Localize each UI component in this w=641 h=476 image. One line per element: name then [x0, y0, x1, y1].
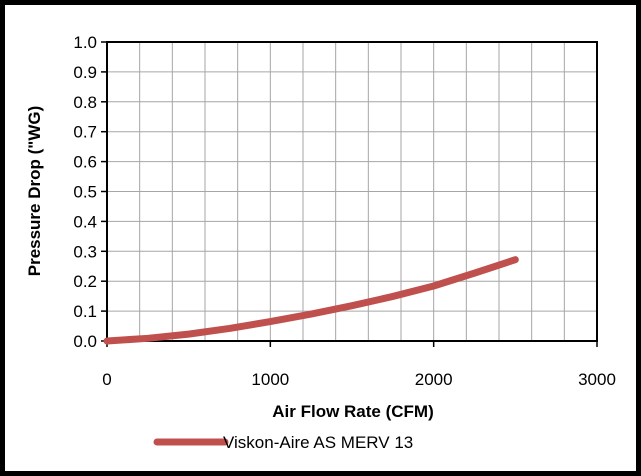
y-tick-label: 0.3 — [73, 242, 97, 261]
y-axis-title: Pressure Drop ("WG) — [25, 106, 44, 277]
x-tick-label: 1000 — [251, 370, 289, 389]
y-tick-label: 0.6 — [73, 153, 97, 172]
x-tick-label: 2000 — [415, 370, 453, 389]
series-line — [103, 256, 519, 345]
y-tick-label: 0.9 — [73, 63, 97, 82]
axes — [101, 41, 598, 347]
x-axis-title: Air Flow Rate (CFM) — [272, 402, 434, 421]
tick-labels: 0.0 0.1 0.2 0.3 0.4 0.5 0.6 0.7 0.8 0.9 1.0 0 1000 20… — [73, 33, 616, 389]
y-tick-label: 0.7 — [73, 123, 97, 142]
y-tick-label: 0.4 — [73, 212, 97, 231]
y-tick-label: 0.5 — [73, 183, 97, 202]
y-tick-label: 0.2 — [73, 272, 97, 291]
y-tick-label: 0.0 — [73, 332, 97, 351]
legend: Viskon-Aire AS MERV 13 — [153, 433, 413, 452]
grid-lines — [107, 42, 597, 341]
y-tick-label: 0.1 — [73, 302, 97, 321]
series-layer — [103, 256, 519, 345]
legend-label: Viskon-Aire AS MERV 13 — [223, 433, 413, 452]
x-tick-label: 3000 — [578, 370, 616, 389]
y-tick-label: 0.8 — [73, 93, 97, 112]
y-tick-label: 1.0 — [73, 33, 97, 52]
x-tick-label: 0 — [102, 370, 111, 389]
